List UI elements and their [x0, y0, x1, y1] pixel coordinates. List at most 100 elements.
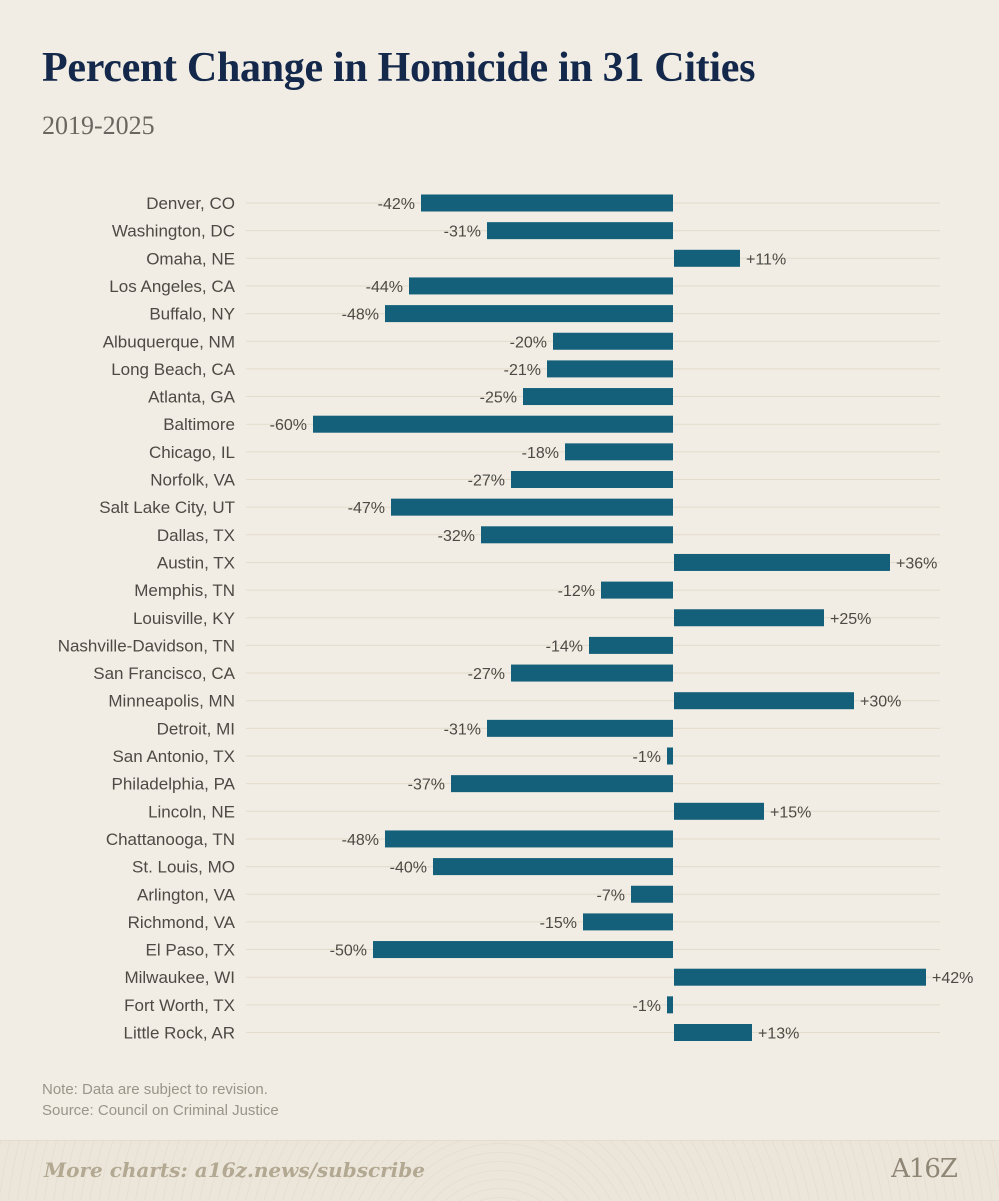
data-label: -37% — [408, 777, 445, 794]
subscribe-link[interactable]: More charts: a16z.news/subscribe — [44, 1158, 425, 1182]
category-label: El Paso, TX — [146, 941, 235, 960]
category-label: Omaha, NE — [146, 249, 235, 268]
category-label: Milwaukee, WI — [124, 968, 235, 987]
data-label: -27% — [468, 473, 505, 490]
category-label: Buffalo, NY — [149, 305, 235, 324]
category-label: Denver, CO — [146, 194, 235, 213]
bar — [553, 332, 673, 350]
a16z-logo: A16Z — [891, 1154, 958, 1184]
data-label: -50% — [330, 943, 367, 960]
bar — [601, 581, 673, 599]
data-label: -48% — [342, 307, 379, 324]
bar — [565, 443, 673, 461]
chart-notes: Note: Data are subject to revision. Sour… — [42, 1079, 279, 1121]
category-label: Fort Worth, TX — [124, 996, 235, 1015]
data-label: -31% — [444, 224, 481, 241]
category-label: San Francisco, CA — [93, 664, 235, 683]
category-label: St. Louis, MO — [132, 858, 235, 877]
data-label: -15% — [540, 915, 577, 932]
data-label: -48% — [342, 832, 379, 849]
bar — [391, 498, 673, 516]
data-label: -27% — [468, 666, 505, 683]
category-label: Nashville-Davidson, TN — [58, 636, 235, 655]
data-label: -1% — [633, 998, 661, 1015]
data-label: -31% — [444, 721, 481, 738]
category-label: Salt Lake City, UT — [99, 498, 235, 517]
category-label: Richmond, VA — [128, 913, 236, 932]
bar — [385, 305, 673, 323]
source-text: Source: Council on Criminal Justice — [42, 1102, 279, 1119]
bar-chart: Denver, CO -42% Washington, DC -31% Omaha, N… — [58, 194, 974, 1043]
category-label: Little Rock, AR — [124, 1024, 236, 1043]
category-label: Chicago, IL — [149, 443, 235, 462]
note-text: Note: Data are subject to revision. — [42, 1081, 268, 1098]
data-label: +36% — [896, 555, 937, 572]
data-label: -44% — [366, 279, 403, 296]
category-label: Long Beach, CA — [111, 360, 235, 379]
category-label: Baltimore — [163, 415, 235, 434]
category-label: Albuquerque, NM — [103, 332, 235, 351]
data-label: -47% — [348, 500, 385, 517]
data-label: -12% — [558, 583, 595, 600]
data-label: +15% — [770, 804, 811, 821]
data-label: -21% — [504, 362, 541, 379]
bar — [421, 194, 673, 212]
data-label: +30% — [860, 694, 901, 711]
bar — [385, 830, 673, 848]
category-label: Atlanta, GA — [148, 388, 236, 407]
bar — [583, 913, 673, 931]
bar — [674, 802, 764, 820]
category-label: San Antonio, TX — [112, 747, 235, 766]
data-label: -1% — [633, 749, 661, 766]
bar — [667, 747, 673, 765]
bar — [523, 388, 673, 406]
data-label: -20% — [510, 334, 547, 351]
bar — [631, 885, 673, 903]
data-label: -32% — [438, 528, 475, 545]
category-label: Los Angeles, CA — [109, 277, 235, 296]
bar — [547, 360, 673, 378]
category-label: Chattanooga, TN — [106, 830, 235, 849]
bar — [433, 858, 673, 876]
bar — [373, 941, 673, 959]
data-label: -14% — [546, 638, 583, 655]
data-label: -7% — [597, 887, 625, 904]
data-label: +13% — [758, 1026, 799, 1043]
bar — [674, 968, 926, 986]
bar — [674, 553, 890, 571]
data-label: -18% — [522, 445, 559, 462]
bar — [667, 996, 673, 1014]
footer-banner: More charts: a16z.news/subscribe A16Z — [0, 1140, 999, 1201]
category-label: Lincoln, NE — [148, 802, 235, 821]
data-label: +42% — [932, 970, 973, 987]
chart-subtitle: 2019-2025 — [42, 111, 155, 140]
category-label: Philadelphia, PA — [112, 775, 236, 794]
data-label: -42% — [378, 196, 415, 213]
data-label: +11% — [746, 251, 786, 268]
category-label: Detroit, MI — [157, 719, 235, 738]
bar — [674, 609, 824, 627]
bar — [674, 249, 740, 267]
bar — [313, 415, 673, 433]
bar — [487, 719, 673, 737]
chart-title: Percent Change in Homicide in 31 Cities — [42, 45, 756, 91]
bar — [589, 636, 673, 654]
bar — [674, 692, 854, 710]
category-label: Minneapolis, MN — [108, 692, 235, 711]
data-label: -60% — [270, 417, 307, 434]
data-label: -40% — [390, 860, 427, 877]
data-label: +25% — [830, 611, 871, 628]
category-label: Norfolk, VA — [150, 471, 235, 490]
category-label: Memphis, TN — [134, 581, 235, 600]
bar — [451, 775, 673, 793]
data-label: -25% — [480, 390, 517, 407]
bar — [511, 471, 673, 488]
category-label: Dallas, TX — [157, 526, 235, 545]
bar — [674, 1024, 752, 1041]
category-label: Louisville, KY — [133, 609, 235, 628]
bar — [409, 277, 673, 295]
category-label: Arlington, VA — [137, 885, 236, 904]
bar — [481, 526, 673, 544]
bar — [487, 222, 673, 240]
category-label: Austin, TX — [157, 553, 235, 572]
